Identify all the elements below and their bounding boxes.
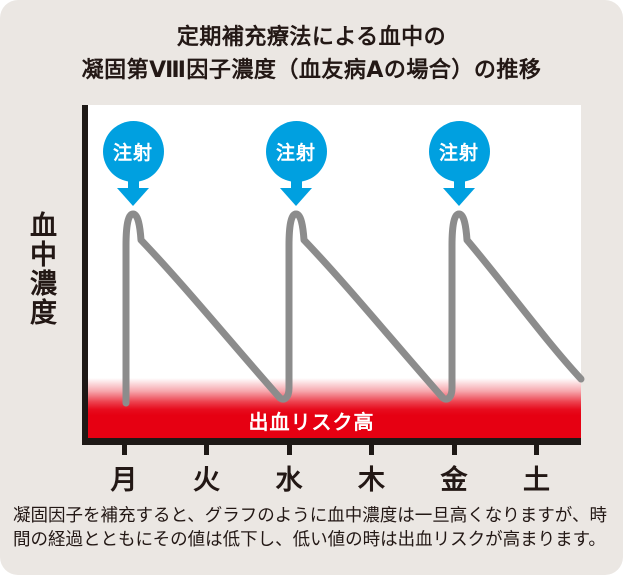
injection-arrow-stem-1 — [127, 178, 139, 190]
x-axis-line — [82, 438, 581, 445]
x-axis-tick-wed — [286, 445, 292, 455]
y-axis-line — [82, 105, 88, 445]
injection-balloon-2: 注射 — [265, 121, 327, 182]
chart-title-line1: 定期補充療法による血中の — [176, 25, 447, 50]
injection-arrow-icon — [279, 188, 312, 206]
x-axis-tick-tue — [204, 445, 209, 455]
risk-band-label: 出血リスク高 — [248, 410, 375, 434]
x-axis-label-tue: 火 — [193, 465, 220, 496]
caption: 凝固因子を補充すると、グラフのように血中濃度は一旦高くなりますが、時 間の経過と… — [13, 505, 613, 552]
x-axis-tick-thu — [369, 445, 374, 455]
x-axis-label-sat: 土 — [523, 465, 550, 496]
chart-title-line2: 凝固第Ⅷ因子濃度（血友病Aの場合）の推移 — [81, 58, 542, 83]
x-axis-label-mon: 月 — [110, 465, 138, 496]
injection-arrow-icon — [116, 188, 149, 206]
x-axis-label-thu: 木 — [358, 465, 385, 496]
caption-line1: 凝固因子を補充すると、グラフのように血中濃度は一旦高くなりますが、時 — [13, 506, 607, 526]
x-axis-tick-fri — [451, 445, 457, 455]
injection-marker-2: 注射 — [265, 121, 327, 206]
injection-arrow-stem-3 — [453, 178, 465, 190]
x-axis-label-wed: 水 — [275, 465, 303, 496]
chart-title: 定期補充療法による血中の 凝固第Ⅷ因子濃度（血友病Aの場合）の推移 — [0, 21, 623, 87]
injection-balloon-3: 注射 — [428, 121, 490, 182]
injection-marker-3: 注射 — [428, 121, 490, 206]
x-axis-label-fri: 金 — [440, 465, 468, 496]
injection-arrow-stem-2 — [290, 178, 302, 190]
caption-line2: 間の経過とともにその値は低下し、低い値の時は出血リスクが高まります。 — [13, 529, 606, 550]
y-axis-label: 血中濃度 — [25, 211, 56, 327]
injection-arrow-icon — [442, 188, 475, 206]
injection-marker-1: 注射 — [102, 121, 164, 206]
injection-balloon-1: 注射 — [102, 121, 164, 182]
x-axis-tick-mon — [121, 445, 127, 455]
x-axis-tick-sat — [534, 445, 539, 455]
